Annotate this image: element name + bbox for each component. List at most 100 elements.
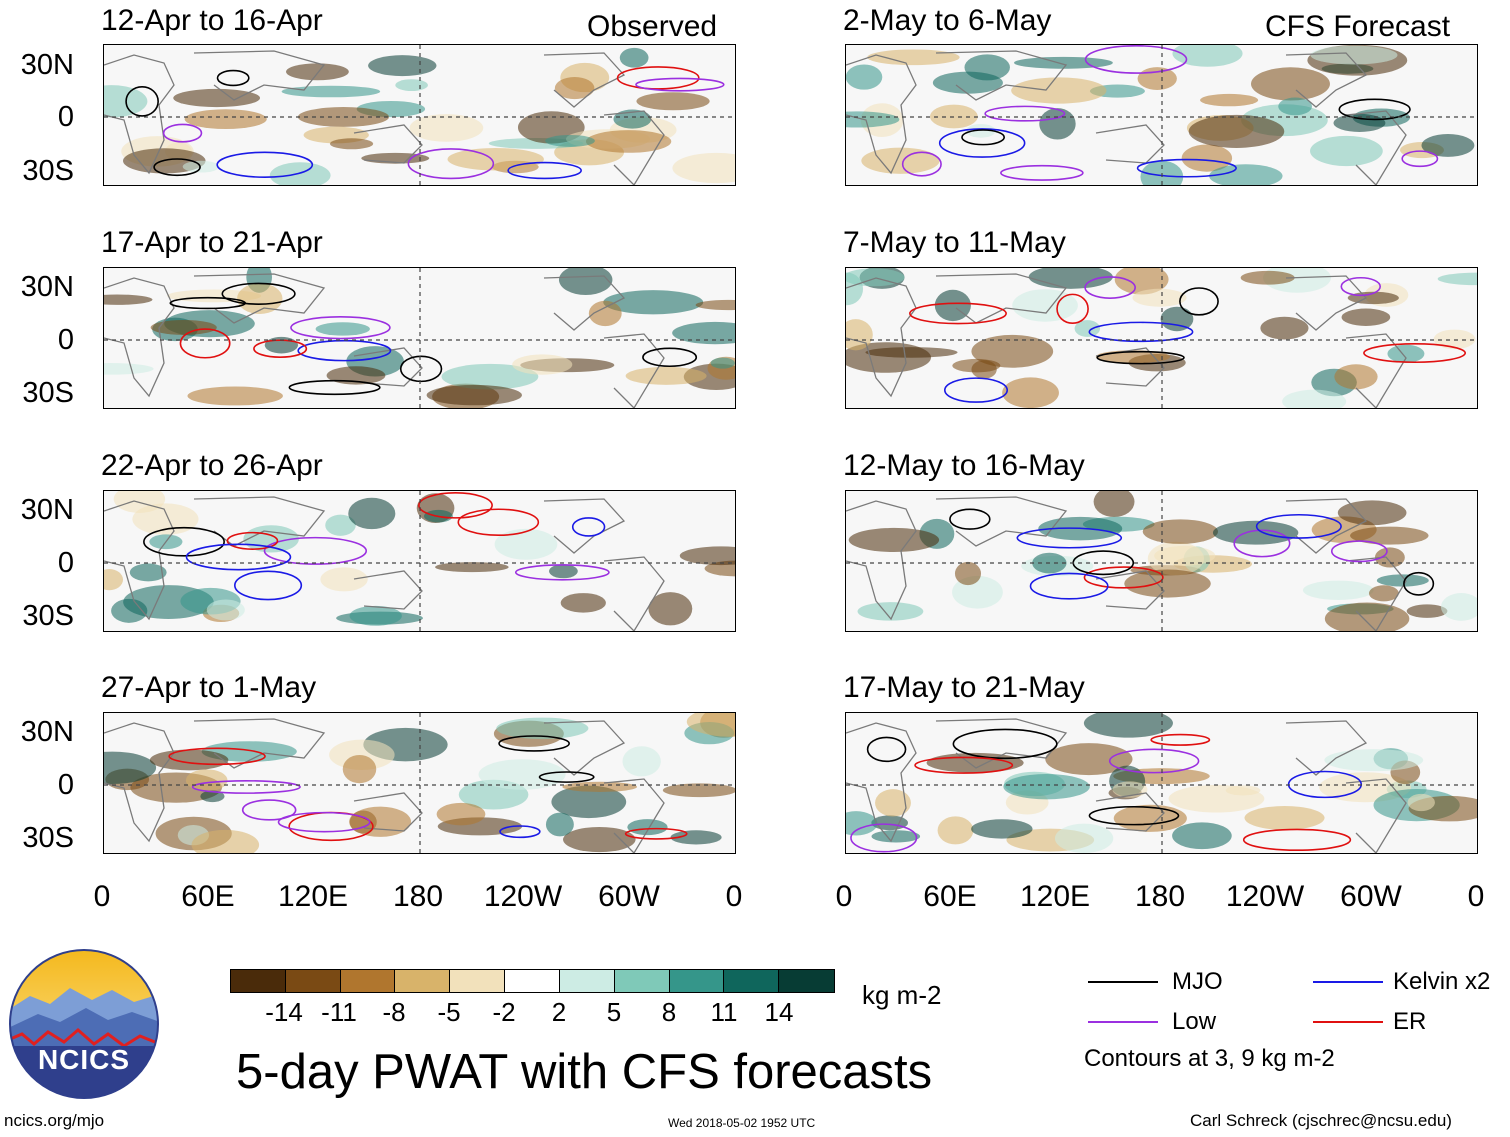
contour-line [162,123,203,143]
anomaly-shading [549,564,578,579]
anomaly-shading [1039,108,1076,140]
panel-title-obs-2: 17-Apr to 21-Apr [101,226,323,259]
map-panel-obs-3 [103,490,736,632]
contour-line [1403,571,1435,596]
anomaly-shading [1302,580,1374,600]
coastline [1345,778,1407,853]
anomaly-shading [315,322,370,336]
anomaly-shading [1014,56,1113,69]
anomaly-shading [104,363,154,375]
anomaly-shading [585,130,672,153]
anomaly-shading [1142,519,1218,544]
lat-label-30s: 30S [22,822,74,854]
colorbar-swatch [231,970,286,992]
lon-label-0: 0 [1467,880,1485,913]
legend-line-er [1313,1021,1383,1023]
lat-label-30n: 30N [20,49,74,81]
panel-title-obs-3: 22-Apr to 26-Apr [101,449,323,482]
map-canvas [846,45,1477,185]
anomaly-shading [409,114,484,142]
anomaly-shading [512,354,573,375]
contour-line [984,105,1066,122]
contour-line [179,328,231,359]
anomaly-shading [558,268,613,295]
anomaly-shading [613,109,652,129]
anomaly-shading [1012,289,1078,322]
anomaly-shading [971,819,1033,839]
colorbar-swatch [614,970,670,992]
anomaly-shading [545,134,595,147]
contour-line [216,151,314,178]
footer-url[interactable]: ncics.org/mjo [4,1111,105,1130]
anomaly-shading [1437,272,1477,286]
anomaly-shading [1282,389,1347,408]
anomaly-shading [1011,77,1107,104]
anomaly-shading [1054,823,1114,853]
coastline [543,275,626,331]
anomaly-shading [710,357,735,369]
anomaly-shading [857,602,924,621]
anomaly-shading [937,816,974,845]
colorbar-tick: 2 [551,997,567,1027]
map-panel-fcst-2 [845,267,1478,409]
anomaly-shading [1337,500,1407,526]
colorbar-tick: -11 [321,997,357,1027]
contour-line [168,747,266,766]
anomaly-shading [1200,93,1259,107]
contour-line [909,302,1007,325]
map-canvas [104,491,735,631]
anomaly-shading [1212,520,1299,545]
anomaly-shading [104,294,153,305]
colorbar-swatch [285,970,341,992]
contour-line [418,492,493,519]
coastline [1095,570,1165,610]
coastline [935,718,1068,769]
contour-line [961,129,1006,146]
anomaly-shading [1387,344,1425,363]
anomaly-shading [560,593,606,613]
map-canvas [846,268,1477,408]
anomaly-shading [329,138,374,150]
panel-title-fcst-2: 7-May to 11-May [843,226,1066,259]
anomaly-shading [435,562,509,573]
anomaly-shading [679,546,735,566]
contour-line [1363,343,1467,364]
contour-line [938,128,1026,158]
legend-line-low [1088,1021,1158,1023]
anomaly-shading [1421,133,1475,157]
anomaly-shading [875,789,911,817]
contour-line [241,799,297,821]
map-canvas [846,491,1477,631]
panel-title-obs-4: 27-Apr to 1-May [101,671,317,704]
anomaly-shading [1074,320,1101,337]
colorbar-tick: -5 [437,997,461,1027]
legend-line-mjo [1088,981,1158,983]
coastline [846,500,917,621]
coastline [543,52,626,108]
contour-line [866,736,907,763]
anomaly-shading [494,528,558,560]
colorbar-units: kg m-2 [862,980,942,1010]
contour-line [1330,540,1388,563]
colorbar-tick: 11 [710,997,738,1027]
anomaly-shading [672,152,735,184]
map-panel-obs-1 [103,44,736,186]
anomaly-shading [436,802,486,826]
map-panel-fcst-1 [845,44,1478,186]
anomaly-shading [861,147,940,174]
anomaly-shading [1114,268,1169,295]
colorbar-swatch [669,970,725,992]
anomaly-shading [603,290,704,315]
anomaly-shading [149,749,229,771]
anomaly-shading [934,289,971,322]
lon-label-120w: 120W [1225,880,1305,913]
contour-line [949,508,991,530]
contour-line [498,735,570,752]
lat-label-30s: 30S [22,377,74,409]
anomaly-shading [1406,604,1448,618]
coastline [104,500,175,621]
anomaly-shading [1083,713,1173,738]
anomaly-shading [848,527,940,553]
colorbar-tick: -14 [265,997,303,1027]
map-canvas [104,268,735,408]
